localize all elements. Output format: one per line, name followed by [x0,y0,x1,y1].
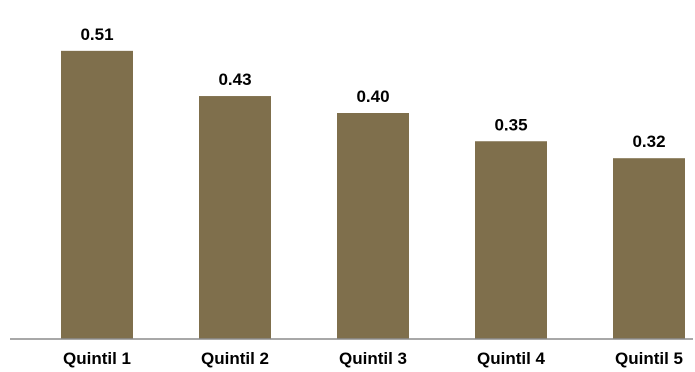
value-label-1: 0.51 [80,25,113,44]
value-label-4: 0.35 [494,115,527,134]
bar-4 [475,141,547,339]
value-label-2: 0.43 [218,70,251,89]
bar-2 [199,96,271,339]
bars-group [61,50,685,339]
value-labels-group: 0.51 0.43 0.40 0.35 0.32 [80,25,665,151]
category-label-1: Quintil 1 [63,349,131,368]
value-label-5: 0.32 [632,132,665,151]
value-label-3: 0.40 [356,87,389,106]
category-label-4: Quintil 4 [477,349,546,368]
category-label-2: Quintil 2 [201,349,269,368]
bar-5 [613,158,685,339]
category-label-3: Quintil 3 [339,349,407,368]
category-labels-group: Quintil 1 Quintil 2 Quintil 3 Quintil 4 Quin… [63,349,683,368]
bar-3 [337,113,409,339]
bar-1 [61,50,133,339]
category-label-5: Quintil 5 [615,349,683,368]
